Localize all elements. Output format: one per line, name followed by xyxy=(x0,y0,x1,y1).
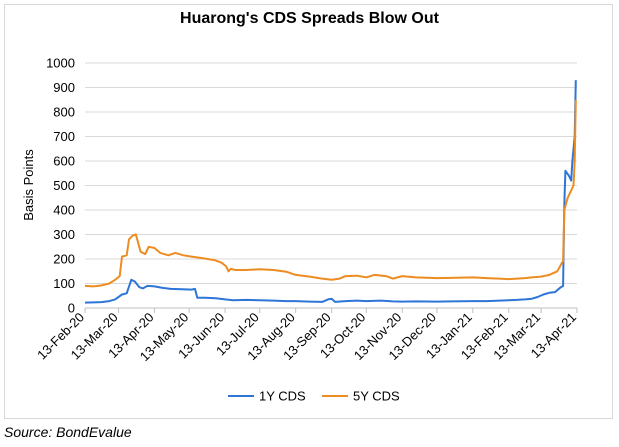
y-tick-label: 800 xyxy=(53,105,75,120)
chart-title: Huarong's CDS Spreads Blow Out xyxy=(180,10,439,27)
y-tick-label: 0 xyxy=(68,301,75,316)
y-axis-title: Basis Points xyxy=(21,149,36,221)
y-tick-label: 600 xyxy=(53,154,75,169)
legend-label: 1Y CDS xyxy=(259,389,306,404)
y-tick-label: 100 xyxy=(53,276,75,291)
y-tick-label: 1000 xyxy=(46,56,75,71)
y-tick-label: 900 xyxy=(53,80,75,95)
series-line-1y-cds xyxy=(84,80,577,304)
chart-frame xyxy=(4,4,613,419)
y-tick-label: 700 xyxy=(53,129,75,144)
y-tick-label: 200 xyxy=(53,252,75,267)
y-tick-label: 400 xyxy=(53,203,75,218)
source-note: Source: BondEvalue xyxy=(4,424,132,440)
legend-label: 5Y CDS xyxy=(353,389,400,404)
series-line-5y-cds xyxy=(84,99,577,288)
y-tick-label: 500 xyxy=(53,178,75,193)
y-tick-label: 300 xyxy=(53,227,75,242)
